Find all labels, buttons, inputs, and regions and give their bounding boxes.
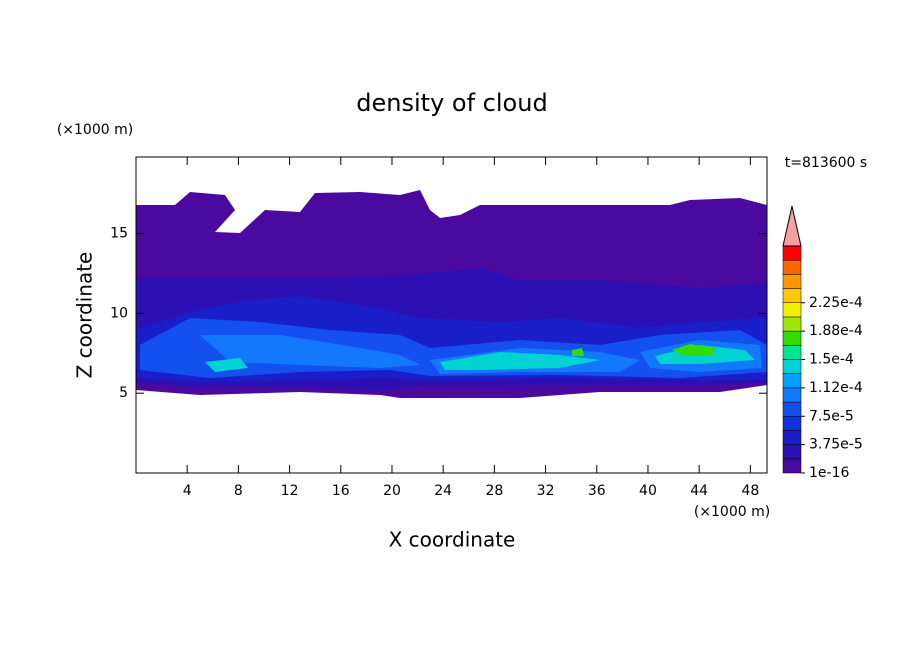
colorbar-tick-label: 1.12e-4 xyxy=(809,380,863,396)
x-axis-label: X coordinate xyxy=(389,528,516,552)
colorbar-band xyxy=(782,359,802,374)
colorbar-tick-label: 1.88e-4 xyxy=(809,323,863,339)
x-tick-label: 40 xyxy=(639,483,657,499)
colorbar-tick-label: 1e-16 xyxy=(809,465,849,481)
colorbar-tick-label: 7.5e-5 xyxy=(809,408,854,424)
colorbar-band xyxy=(782,373,802,389)
colorbar-band xyxy=(782,430,802,445)
chart-title: density of cloud xyxy=(356,89,547,117)
y-tick-label: 15 xyxy=(110,226,128,242)
colorbar-band xyxy=(782,259,802,275)
y-tick-label: 10 xyxy=(110,305,128,321)
x-unit: (×1000 m) xyxy=(694,504,770,520)
colorbar-extend xyxy=(782,205,802,247)
colorbar-band xyxy=(782,458,802,474)
y-tick-label: 5 xyxy=(119,385,128,401)
colorbar-band xyxy=(782,316,802,332)
x-tick-label: 12 xyxy=(281,483,299,499)
colorbar-band xyxy=(782,245,802,261)
field-layer xyxy=(572,344,715,356)
colorbar-band xyxy=(782,345,802,360)
x-tick-label: 36 xyxy=(588,483,606,499)
colorbar-band xyxy=(782,288,802,303)
field-layer xyxy=(200,335,762,374)
field-layer xyxy=(205,345,755,372)
field xyxy=(136,190,767,398)
colorbar-tick-label: 2.25e-4 xyxy=(809,295,863,311)
colorbar-band xyxy=(782,302,802,318)
x-tick-label: 28 xyxy=(485,483,503,499)
colorbar-tick-label: 3.75e-5 xyxy=(809,437,863,453)
colorbar-band xyxy=(782,274,802,289)
colorbar-band xyxy=(782,401,802,417)
x-tick-label: 48 xyxy=(741,483,759,499)
time-label: t=813600 s xyxy=(785,155,867,171)
x-tick-label: 8 xyxy=(234,483,243,499)
x-tick-label: 24 xyxy=(434,483,452,499)
colorbar-band xyxy=(782,444,802,460)
colorbar-band xyxy=(782,330,802,346)
y-axis-label: Z coordinate xyxy=(73,252,97,379)
x-tick-label: 32 xyxy=(537,483,555,499)
x-tick-label: 44 xyxy=(690,483,708,499)
x-tick-label: 16 xyxy=(332,483,350,499)
x-tick-label: 4 xyxy=(183,483,192,499)
y-unit: (×1000 m) xyxy=(57,122,133,138)
colorbar-band xyxy=(782,416,802,431)
x-tick-label: 20 xyxy=(383,483,401,499)
colorbar-band xyxy=(782,387,802,403)
plot-frame xyxy=(135,156,768,474)
colorbar-tick-label: 1.5e-4 xyxy=(809,352,854,368)
